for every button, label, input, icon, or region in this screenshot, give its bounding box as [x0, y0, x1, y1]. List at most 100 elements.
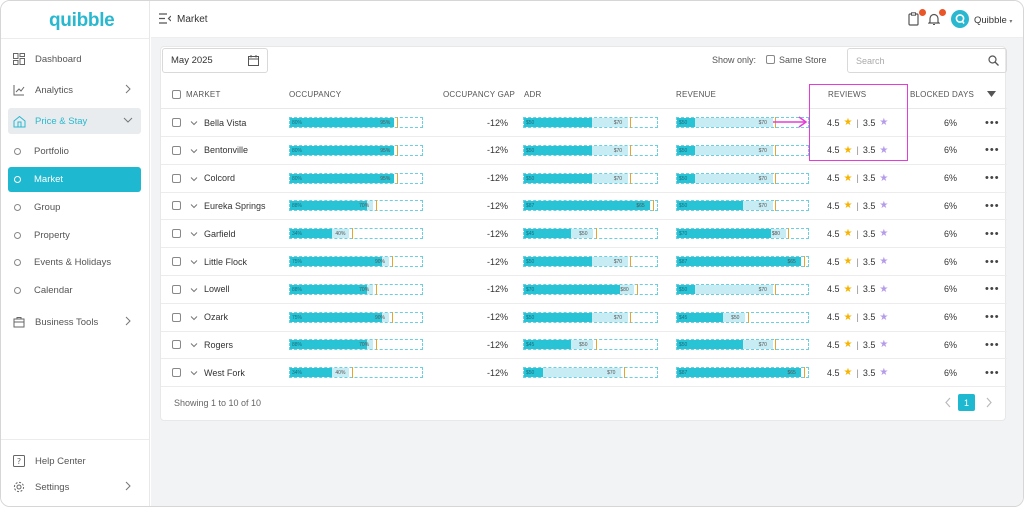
col-header-occupancy[interactable]: OCCUPANCY: [289, 90, 342, 99]
bell-icon[interactable]: [927, 9, 946, 26]
table-row[interactable]: Garfield -12% 4.5 ★ | 3.5 ★ 6% ••• 34% 40% $45 $50 $7…: [161, 220, 1007, 249]
row-checkbox[interactable]: [172, 340, 181, 350]
row-checkbox[interactable]: [172, 312, 181, 322]
same-store-label: Same Store: [779, 55, 827, 65]
avatar[interactable]: [951, 10, 969, 28]
rating-primary: 4.5: [827, 312, 840, 323]
col-header-blocked-days[interactable]: BLOCKED DAYS: [910, 90, 975, 99]
row-actions-icon[interactable]: •••: [985, 116, 1000, 129]
user-name[interactable]: Quibble ▾: [974, 15, 1012, 26]
select-all-checkbox[interactable]: [172, 90, 181, 99]
market-name[interactable]: Eureka Springs: [204, 200, 266, 211]
sidebar-subitem-calendar[interactable]: Calendar: [8, 278, 141, 303]
sidebar-item-help-center[interactable]: ? Help Center: [8, 448, 141, 474]
revenue-bar-fill: [677, 145, 696, 155]
sidebar-subitem-market[interactable]: Market: [8, 167, 141, 192]
row-actions-icon[interactable]: •••: [985, 338, 1000, 351]
adr-benchmark-value: $70: [613, 314, 623, 321]
row-actions-icon[interactable]: •••: [985, 366, 1000, 379]
table-row[interactable]: West Fork -12% 4.5 ★ | 3.5 ★ 6% ••• 34% 40% $50 $70 $…: [161, 359, 1007, 388]
row-checkbox[interactable]: [172, 257, 181, 266]
col-header-market[interactable]: MARKET: [186, 90, 221, 99]
table-row[interactable]: Colcord -12% 4.5 ★ | 3.5 ★ 6% ••• 80% 95% $50 $70 $50…: [161, 165, 1007, 193]
market-name[interactable]: Bella Vista: [204, 117, 247, 128]
occupancy-bar-fill: [290, 340, 367, 350]
prev-page-icon[interactable]: [940, 394, 957, 411]
market-name[interactable]: Bentonville: [204, 145, 249, 156]
search-input[interactable]: Search: [847, 48, 1007, 73]
row-checkbox[interactable]: [172, 368, 181, 378]
reviews-cell: 4.5 ★ | 3.5 ★: [827, 248, 892, 275]
row-actions-icon[interactable]: •••: [985, 227, 1000, 240]
table-row[interactable]: Bella Vista -12% 4.5 ★ | 3.5 ★ 6% ••• 80% 95% $50 $7…: [161, 109, 1007, 137]
chevron-down-icon[interactable]: [190, 258, 198, 266]
row-actions-icon[interactable]: •••: [985, 311, 1000, 324]
occupancy-bar-fill: [290, 312, 383, 322]
row-checkbox[interactable]: [172, 284, 181, 294]
col-header-revenue[interactable]: REVENUE: [676, 90, 717, 99]
table-row[interactable]: Rogers -12% 4.5 ★ | 3.5 ★ 6% ••• 88% 70% $45 $50 $50 $…: [161, 331, 1007, 360]
col-header-adr[interactable]: ADR: [524, 90, 542, 99]
table-row[interactable]: Eureka Springs -12% 4.5 ★ | 3.5 ★ 6% ••• 88% 70% $8…: [161, 192, 1007, 221]
date-picker[interactable]: May 2025: [162, 48, 268, 73]
market-name[interactable]: Garfield: [204, 228, 236, 239]
market-name[interactable]: Little Flock: [204, 256, 248, 267]
sidebar-item-dashboard[interactable]: Dashboard: [8, 46, 141, 72]
sidebar-item-label: Settings: [35, 481, 70, 493]
market-name[interactable]: Lowell: [204, 284, 230, 295]
page-button[interactable]: 1: [958, 394, 975, 411]
chevron-down-icon[interactable]: [190, 230, 198, 238]
adr-bar-fill: [524, 368, 543, 378]
chevron-down-icon[interactable]: [190, 314, 198, 322]
row-actions-icon[interactable]: •••: [985, 172, 1000, 185]
revenue-value: $45: [679, 314, 688, 321]
row-actions-icon[interactable]: •••: [985, 283, 1000, 296]
row-actions-icon[interactable]: •••: [985, 199, 1000, 212]
sidebar-subitem-property[interactable]: Property: [8, 223, 141, 248]
star-icon: ★: [843, 172, 853, 184]
sidebar-item-business-tools[interactable]: Business Tools: [8, 309, 141, 335]
sidebar-subitem-portfolio[interactable]: Portfolio: [8, 139, 141, 164]
market-name[interactable]: Colcord: [204, 173, 236, 184]
menu-collapse-icon[interactable]: [159, 13, 171, 24]
revenue-bar-fill: [677, 340, 743, 350]
chevron-down-icon[interactable]: [190, 286, 198, 294]
market-name[interactable]: Ozark: [204, 312, 229, 323]
chevron-down-icon[interactable]: [190, 202, 198, 210]
market-name[interactable]: Rogers: [204, 339, 234, 350]
sidebar-item-settings[interactable]: Settings: [8, 474, 141, 500]
pagination-summary: Showing 1 to 10 of 10: [174, 398, 262, 408]
clipboard-icon[interactable]: [908, 9, 926, 26]
sidebar-subitem-group[interactable]: Group: [8, 195, 141, 220]
col-header-reviews[interactable]: REVIEWS: [828, 90, 867, 99]
row-actions-icon[interactable]: •••: [985, 255, 1000, 268]
same-store-checkbox[interactable]: [766, 55, 775, 64]
market-name[interactable]: West Fork: [204, 367, 245, 378]
col-header-occupancy-gap[interactable]: OCCUPANCY GAP: [443, 90, 516, 99]
row-actions-icon[interactable]: •••: [985, 144, 1000, 157]
rating-divider: |: [856, 200, 859, 211]
chevron-down-icon[interactable]: [190, 369, 198, 377]
table-row[interactable]: Bentonville -12% 4.5 ★ | 3.5 ★ 6% ••• 80% 95% $50 $7…: [161, 137, 1007, 165]
row-checkbox[interactable]: [172, 229, 181, 239]
row-checkbox[interactable]: [172, 145, 181, 155]
next-page-icon[interactable]: [980, 394, 997, 411]
row-checkbox[interactable]: [172, 173, 181, 183]
table-row[interactable]: Lowell -12% 4.5 ★ | 3.5 ★ 6% ••• 88% 70% $70 $80 $50 $…: [161, 276, 1007, 304]
adr-bar: $45 $50: [523, 228, 658, 240]
table-row[interactable]: Little Flock -12% 4.5 ★ | 3.5 ★ 6% ••• 75% 90% $50 $…: [161, 248, 1007, 276]
occupancy-benchmark-value: 70%: [359, 286, 370, 293]
row-checkbox[interactable]: [172, 201, 181, 211]
row-checkbox[interactable]: [172, 118, 181, 127]
sidebar-subitem-events-holidays[interactable]: Events & Holidays: [8, 250, 141, 275]
chevron-down-icon[interactable]: [190, 341, 198, 349]
chevron-down-icon[interactable]: [190, 175, 198, 183]
sidebar-item-analytics[interactable]: Analytics: [8, 77, 141, 103]
search-icon[interactable]: [988, 55, 999, 66]
sidebar-item-price-stay[interactable]: Price & Stay: [8, 108, 141, 134]
chevron-down-icon[interactable]: [190, 147, 198, 155]
column-menu-icon[interactable]: [987, 91, 996, 98]
chevron-down-icon[interactable]: [190, 119, 198, 127]
logo: quibble: [49, 10, 115, 31]
table-row[interactable]: Ozark -12% 4.5 ★ | 3.5 ★ 6% ••• 75% 90% $50 $70 $45 $5…: [161, 304, 1007, 332]
